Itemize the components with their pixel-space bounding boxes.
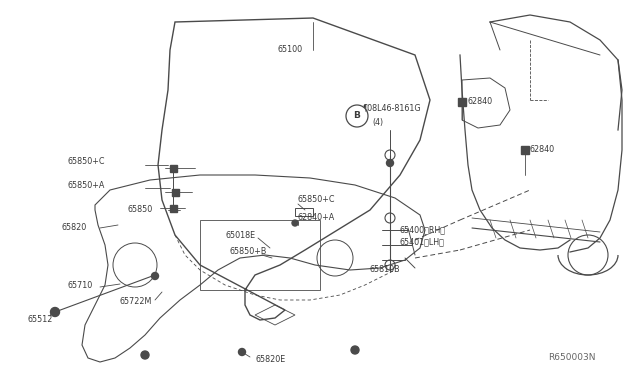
Text: 65850+C: 65850+C <box>68 157 106 167</box>
Circle shape <box>51 308 60 317</box>
Text: 65820: 65820 <box>62 224 87 232</box>
Text: 65810B: 65810B <box>370 266 401 275</box>
Text: (4): (4) <box>372 118 383 126</box>
Polygon shape <box>521 146 529 154</box>
Text: 65850: 65850 <box>128 205 153 215</box>
Text: 65400〈RH〉: 65400〈RH〉 <box>400 225 446 234</box>
Polygon shape <box>170 205 177 212</box>
Text: 65850+C: 65850+C <box>298 196 335 205</box>
Text: 65401〈LH〉: 65401〈LH〉 <box>400 237 445 247</box>
Polygon shape <box>170 164 177 171</box>
Bar <box>295 208 313 216</box>
Text: 65850+B: 65850+B <box>230 247 268 257</box>
Circle shape <box>152 273 159 279</box>
Circle shape <box>351 346 359 354</box>
Circle shape <box>141 351 149 359</box>
Bar <box>200 220 320 290</box>
Text: 65820E: 65820E <box>255 356 285 365</box>
Polygon shape <box>172 189 179 196</box>
Text: 65850+A: 65850+A <box>68 180 106 189</box>
Text: ¶08L46-8161G: ¶08L46-8161G <box>362 103 420 112</box>
Circle shape <box>292 220 298 226</box>
Circle shape <box>387 160 394 167</box>
Text: 62840: 62840 <box>468 97 493 106</box>
Text: 62840+A: 62840+A <box>298 214 335 222</box>
Text: R650003N: R650003N <box>548 353 595 362</box>
Text: 65710: 65710 <box>68 280 93 289</box>
Polygon shape <box>458 98 466 106</box>
Text: 65722M: 65722M <box>120 298 152 307</box>
Text: B: B <box>353 112 360 121</box>
Text: 65100: 65100 <box>277 45 303 55</box>
Text: 65018E: 65018E <box>225 231 255 240</box>
Text: 62840: 62840 <box>530 145 555 154</box>
Text: 65512: 65512 <box>28 315 53 324</box>
Circle shape <box>239 349 246 356</box>
